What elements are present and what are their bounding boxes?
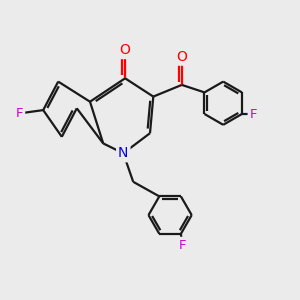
Text: F: F [250, 107, 257, 121]
Text: O: O [120, 43, 130, 57]
Text: O: O [176, 50, 187, 64]
Text: N: N [118, 146, 128, 160]
Text: F: F [179, 239, 186, 252]
Text: F: F [16, 107, 23, 120]
